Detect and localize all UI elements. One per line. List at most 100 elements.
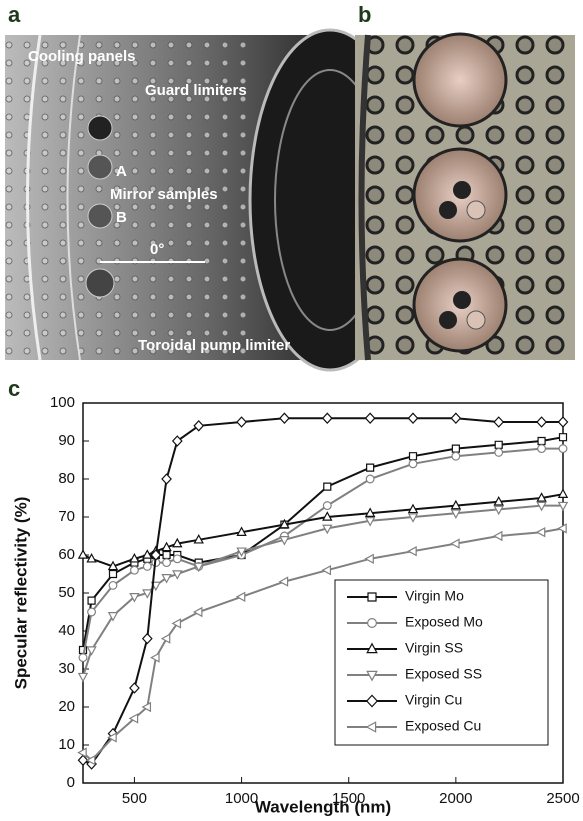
legend-label: Exposed Mo <box>405 614 483 630</box>
photo-label: Guard limiters <box>145 82 247 99</box>
legend-label: Exposed Cu <box>405 718 481 734</box>
marker <box>451 444 460 453</box>
marker <box>108 569 118 579</box>
marker <box>171 618 182 629</box>
photo-label: Mirror samples <box>110 186 218 203</box>
x-tick-label: 1500 <box>332 790 365 807</box>
marker <box>493 416 505 428</box>
y-tick-label: 40 <box>58 622 75 639</box>
marker <box>367 592 377 602</box>
marker <box>160 633 171 644</box>
marker <box>535 526 546 538</box>
marker <box>536 501 547 512</box>
marker <box>129 552 140 563</box>
y-tick-label: 20 <box>58 698 75 715</box>
marker <box>322 524 333 535</box>
y-tick-label: 0 <box>67 774 75 791</box>
marker <box>142 549 153 559</box>
marker <box>365 721 377 733</box>
marker <box>450 509 462 520</box>
marker <box>108 580 118 590</box>
marker <box>161 473 172 485</box>
y-tick-label: 100 <box>50 394 75 411</box>
y-tick-label: 70 <box>58 508 75 525</box>
marker <box>141 632 153 645</box>
legend-label: Virgin Cu <box>405 692 462 708</box>
marker <box>366 642 378 654</box>
marker <box>150 652 160 663</box>
marker <box>87 596 96 605</box>
marker <box>367 617 378 628</box>
x-tick-label: 1000 <box>225 790 258 807</box>
y-tick-label: 90 <box>58 432 75 449</box>
y-tick-label: 60 <box>58 546 75 563</box>
marker <box>365 694 379 708</box>
marker <box>364 412 376 424</box>
marker <box>407 503 419 514</box>
x-tick-label: 2500 <box>546 790 579 807</box>
marker <box>162 550 171 560</box>
marker <box>493 505 504 516</box>
marker <box>537 444 547 454</box>
marker <box>128 713 139 724</box>
legend-label: Exposed SS <box>405 666 482 682</box>
x-axis-label: Wavelength (nm) <box>255 797 391 816</box>
photo-label: Cooling panels <box>28 48 136 65</box>
y-tick-label: 50 <box>58 584 75 601</box>
panel-label: c <box>8 376 20 401</box>
marker <box>236 526 247 536</box>
marker <box>87 607 97 617</box>
marker <box>278 576 289 587</box>
marker <box>450 538 460 549</box>
marker <box>450 499 462 510</box>
marker <box>77 672 89 683</box>
marker <box>85 754 96 766</box>
legend-box <box>334 579 549 746</box>
marker <box>193 420 205 432</box>
marker <box>366 463 375 472</box>
marker <box>77 754 89 766</box>
y-tick-label: 80 <box>58 470 75 487</box>
marker <box>161 574 172 584</box>
marker <box>129 682 140 694</box>
marker <box>494 440 503 449</box>
x-tick-label: 2000 <box>439 790 472 807</box>
marker <box>558 444 568 454</box>
photo-label: A <box>116 163 127 180</box>
marker <box>364 507 376 517</box>
marker <box>279 518 290 529</box>
photo-b <box>355 32 575 361</box>
marker <box>193 562 204 573</box>
marker <box>77 747 87 758</box>
marker <box>235 591 246 603</box>
panel-label: b <box>358 2 371 27</box>
marker <box>536 416 547 428</box>
marker <box>172 570 183 580</box>
panel-label: a <box>8 2 21 27</box>
marker <box>193 533 204 544</box>
marker <box>322 511 333 521</box>
marker <box>536 492 547 502</box>
marker <box>321 564 332 576</box>
marker <box>450 412 462 424</box>
marker <box>279 412 290 424</box>
marker <box>558 433 568 442</box>
marker <box>107 612 119 622</box>
marker <box>161 541 172 552</box>
x-tick-label: 500 <box>122 790 147 807</box>
marker <box>77 549 89 559</box>
marker <box>494 447 504 457</box>
legend-label: Virgin SS <box>405 640 463 656</box>
y-axis-label: Specular reflectivity (%) <box>11 497 30 690</box>
marker <box>365 474 375 484</box>
marker <box>557 416 569 428</box>
marker <box>322 501 332 511</box>
marker <box>492 530 503 542</box>
marker <box>86 646 97 656</box>
marker <box>172 554 182 564</box>
marker <box>107 560 119 571</box>
marker <box>537 436 546 446</box>
photo-label: Toroidal pump limiter <box>138 337 290 354</box>
marker <box>129 565 139 575</box>
marker <box>493 495 504 506</box>
